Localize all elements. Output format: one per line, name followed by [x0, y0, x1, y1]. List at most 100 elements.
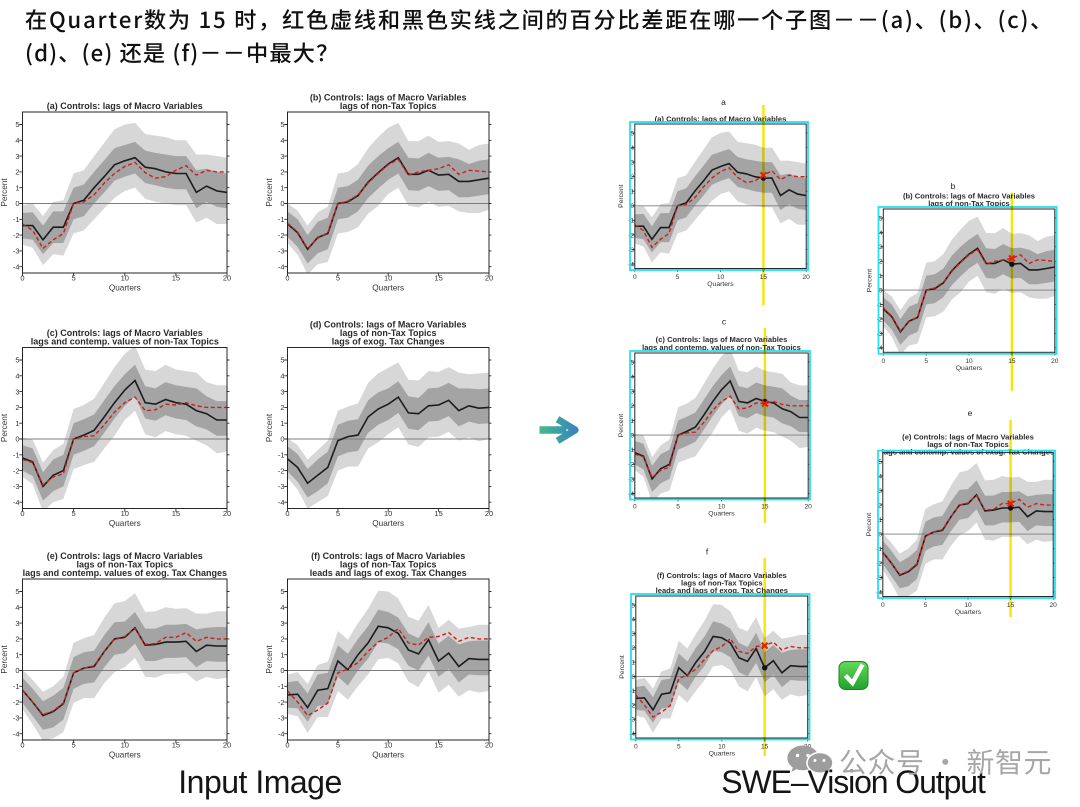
svg-text:lags and contemp. values of no: lags and contemp. values of non-Tax Topi… [642, 343, 801, 352]
svg-text:-4: -4 [278, 262, 285, 271]
svg-text:-2: -2 [13, 466, 20, 475]
svg-text:5: 5 [280, 587, 284, 596]
svg-text:(e) Controls: lags of Macro Va: (e) Controls: lags of Macro Variables [902, 433, 1034, 442]
svg-text:c: c [722, 317, 727, 327]
svg-text:Quarters: Quarters [372, 519, 404, 528]
svg-text:SWE–Vision Output: SWE–Vision Output [721, 764, 986, 800]
svg-text:Quarters: Quarters [707, 281, 734, 288]
svg-text:-4: -4 [13, 498, 20, 507]
svg-text:3: 3 [280, 619, 284, 628]
svg-text:Quarters: Quarters [372, 284, 404, 293]
svg-text:-1: -1 [629, 688, 635, 695]
svg-text:5: 5 [677, 744, 681, 751]
svg-text:2: 2 [630, 174, 634, 181]
svg-text:-2: -2 [278, 698, 285, 707]
svg-text:5: 5 [336, 741, 340, 750]
svg-text:Quarters: Quarters [109, 284, 141, 293]
svg-text:-4: -4 [13, 729, 20, 738]
svg-text:1: 1 [878, 517, 882, 524]
svg-text:Input Image: Input Image [178, 764, 342, 800]
svg-text:1: 1 [630, 418, 634, 425]
svg-text:3: 3 [631, 631, 635, 638]
svg-text:20: 20 [1050, 602, 1058, 609]
svg-text:Percent: Percent [618, 184, 625, 208]
svg-text:-2: -2 [13, 231, 20, 240]
svg-text:10: 10 [718, 744, 726, 751]
svg-text:5: 5 [72, 741, 76, 750]
svg-text:lags of non-Tax Topics: lags of non-Tax Topics [928, 199, 1010, 208]
svg-text:-4: -4 [628, 491, 634, 498]
svg-text:0: 0 [633, 504, 637, 511]
svg-text:3: 3 [15, 387, 19, 396]
svg-text:-2: -2 [876, 560, 882, 567]
svg-text:4: 4 [630, 374, 634, 381]
svg-text:(f) Controls: lags of Macro Va: (f) Controls: lags of Macro Variables [657, 571, 787, 580]
svg-text:4: 4 [280, 372, 284, 381]
svg-text:5: 5 [15, 356, 19, 365]
svg-text:0: 0 [631, 674, 635, 681]
svg-text:-1: -1 [278, 451, 285, 460]
svg-text:-1: -1 [13, 451, 20, 460]
svg-text:5: 5 [924, 602, 928, 609]
svg-text:0: 0 [879, 287, 883, 294]
svg-text:-3: -3 [13, 247, 20, 256]
svg-text:10: 10 [384, 741, 392, 750]
svg-text:Percent: Percent [265, 645, 274, 674]
svg-text:2: 2 [15, 635, 19, 644]
svg-text:1: 1 [15, 419, 19, 428]
svg-text:lags of non-Tax Topics: lags of non-Tax Topics [76, 559, 173, 569]
svg-text:Quarters: Quarters [109, 519, 141, 528]
svg-text:-2: -2 [278, 466, 285, 475]
svg-text:-3: -3 [278, 247, 285, 256]
svg-text:0: 0 [20, 741, 24, 750]
svg-text:-4: -4 [13, 262, 20, 271]
svg-text:(a) Controls: lags of Macro Va: (a) Controls: lags of Macro Variables [47, 101, 203, 111]
svg-text:lags of non-Tax Topics: lags of non-Tax Topics [340, 559, 437, 569]
svg-text:b: b [951, 181, 956, 191]
svg-text:1: 1 [15, 183, 19, 192]
svg-text:20: 20 [485, 509, 493, 518]
svg-text:2: 2 [630, 403, 634, 410]
svg-text:-3: -3 [628, 476, 634, 483]
svg-text:-2: -2 [13, 698, 20, 707]
svg-text:(d) Controls: lags of Macro Va: (d) Controls: lags of Macro Variables [310, 319, 467, 329]
svg-text:5: 5 [630, 130, 634, 137]
svg-text:3: 3 [280, 387, 284, 396]
svg-text:Percent: Percent [265, 413, 274, 442]
svg-text:3: 3 [879, 244, 883, 251]
svg-text:Percent: Percent [866, 513, 873, 537]
svg-text:-3: -3 [629, 717, 635, 724]
svg-text:0: 0 [881, 358, 885, 365]
svg-text:0: 0 [20, 274, 24, 283]
svg-text:5: 5 [879, 215, 883, 222]
svg-text:10: 10 [717, 274, 725, 281]
svg-text:10: 10 [718, 504, 726, 511]
svg-text:lags of non-Tax Topics: lags of non-Tax Topics [340, 101, 437, 111]
svg-text:-4: -4 [278, 729, 285, 738]
svg-text:-2: -2 [628, 232, 634, 239]
svg-text:Quarters: Quarters [372, 751, 404, 760]
svg-text:1: 1 [630, 189, 634, 196]
svg-text:Quarters: Quarters [109, 751, 141, 760]
svg-text:0: 0 [280, 435, 284, 444]
svg-text:e: e [968, 408, 973, 418]
svg-text:20: 20 [485, 274, 493, 283]
svg-text:2: 2 [280, 168, 284, 177]
svg-text:-1: -1 [628, 447, 634, 454]
svg-text:-2: -2 [877, 316, 883, 323]
svg-text:1: 1 [879, 273, 883, 280]
svg-text:-4: -4 [628, 261, 634, 268]
svg-text:4: 4 [631, 617, 635, 624]
svg-text:-4: -4 [877, 345, 883, 352]
svg-text:2: 2 [631, 645, 635, 652]
svg-text:4: 4 [630, 145, 634, 152]
svg-text:-3: -3 [13, 482, 20, 491]
svg-text:0: 0 [634, 744, 638, 751]
svg-text:-1: -1 [278, 682, 285, 691]
svg-text:lags and contemp. values of no: lags and contemp. values of non-Tax Topi… [31, 336, 219, 346]
svg-text:5: 5 [676, 274, 680, 281]
svg-text:-3: -3 [278, 714, 285, 723]
svg-text:3: 3 [280, 152, 284, 161]
svg-text:-1: -1 [628, 218, 634, 225]
svg-text:lags and contemp. values of ex: lags and contemp. values of exog. Tax Ch… [882, 448, 1054, 457]
